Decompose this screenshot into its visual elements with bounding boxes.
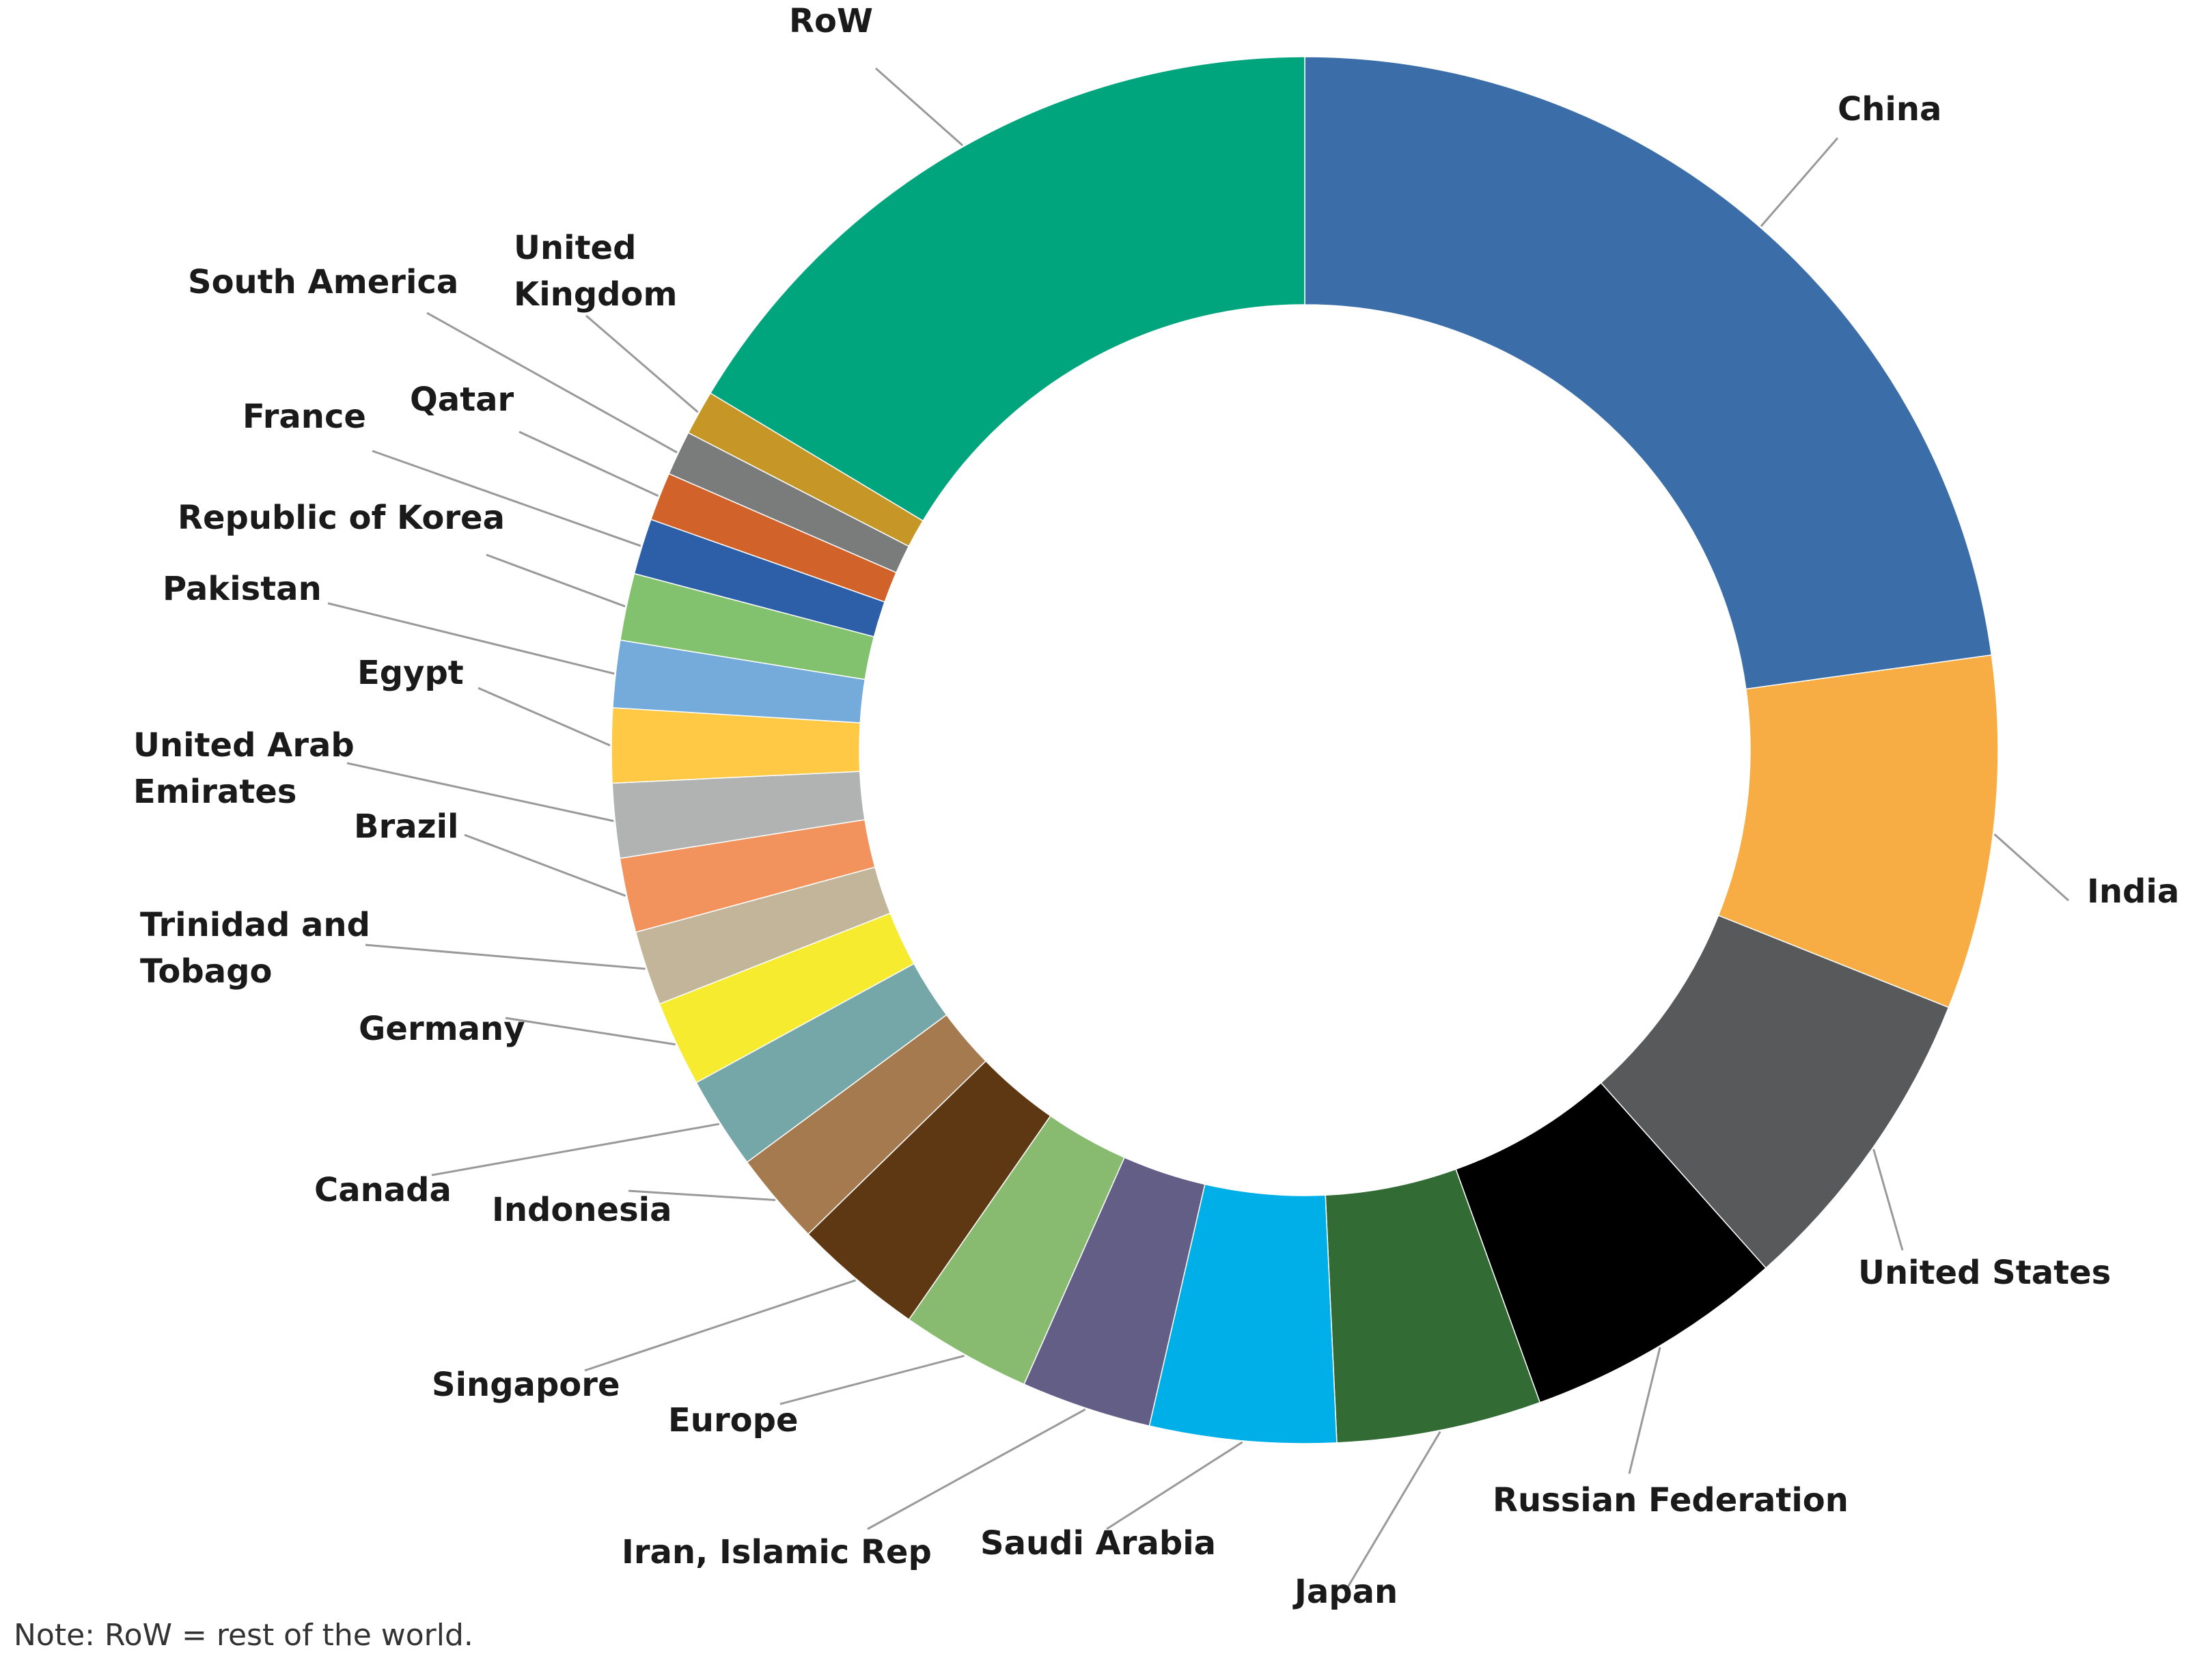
- leader-line-united-kingdom: [585, 314, 699, 413]
- slice-label-row: RoW: [789, 2, 873, 40]
- leader-line-row: [875, 67, 964, 147]
- leader-line-europe: [779, 1355, 965, 1405]
- leader-line-pakistan: [327, 602, 615, 675]
- slice-label-indonesia: Indonesia: [492, 1191, 672, 1229]
- leader-line-egypt: [478, 687, 611, 747]
- leader-line-republic-of-korea: [486, 553, 626, 607]
- slice-label-japan: Japan: [1292, 1573, 1398, 1611]
- leader-line-qatar: [518, 430, 659, 497]
- slice-label-qatar: Qatar: [410, 381, 514, 419]
- slice-label-canada: Canada: [314, 1171, 452, 1209]
- leader-line-india: [1993, 833, 2069, 902]
- slice-label-brazil: Brazil: [354, 808, 459, 846]
- slice-label-united-kingdom: United Kingdom: [514, 229, 678, 314]
- slice-label-iran-islamic-rep: Iran, Islamic Rep: [622, 1533, 932, 1571]
- leader-line-japan: [1344, 1431, 1441, 1591]
- slice-label-singapore: Singapore: [432, 1366, 620, 1404]
- slice-row: [709, 56, 1305, 522]
- slice-label-egypt: Egypt: [357, 654, 464, 692]
- slice-label-republic-of-korea: Republic of Korea: [178, 499, 505, 537]
- slice-label-south-america: South America: [188, 263, 458, 301]
- leader-line-indonesia: [628, 1189, 776, 1202]
- leader-line-singapore: [584, 1279, 856, 1372]
- leader-line-south-america: [426, 312, 678, 454]
- leader-line-china: [1760, 137, 1839, 228]
- slice-label-trinidad-and-tobago: Trinidad and Tobago: [140, 906, 370, 991]
- leader-line-united-states: [1872, 1148, 1904, 1251]
- leader-line-united-arab-emirates: [346, 762, 614, 823]
- slice-label-pakistan: Pakistan: [163, 570, 322, 608]
- leader-line-canada: [431, 1123, 720, 1176]
- leader-line-russian-federation: [1628, 1347, 1661, 1474]
- slice-label-saudi-arabia: Saudi Arabia: [980, 1524, 1216, 1562]
- slice-label-russian-federation: Russian Federation: [1493, 1481, 1849, 1519]
- leader-line-trinidad-and-tobago: [365, 944, 646, 970]
- slice-label-china: China: [1838, 90, 1941, 128]
- slice-china: [1304, 56, 1993, 690]
- slice-label-germany: Germany: [359, 1010, 525, 1048]
- slice-label-europe: Europe: [668, 1401, 799, 1440]
- slice-label-united-states: United States: [1858, 1254, 2111, 1292]
- slice-label-united-arab-emirates: United Arab Emirates: [133, 726, 355, 811]
- chart-note: Note: RoW = rest of the world.: [14, 1618, 473, 1653]
- leader-line-germany: [505, 1017, 676, 1046]
- leader-line-iran-islamic-rep: [867, 1408, 1086, 1530]
- leader-line-france: [372, 450, 641, 547]
- slice-label-france: France: [243, 398, 366, 436]
- slice-label-india: India: [2087, 872, 2179, 911]
- leader-line-brazil: [464, 834, 626, 897]
- leader-line-saudi-arabia: [1106, 1441, 1243, 1530]
